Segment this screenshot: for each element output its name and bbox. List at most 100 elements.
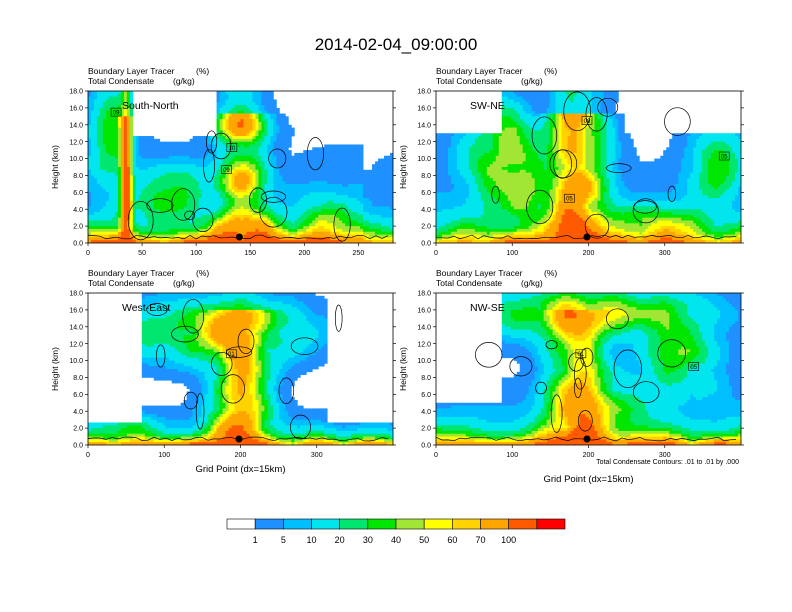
x-tick-label: 300 [311, 452, 323, 459]
x-tick-label: 100 [506, 452, 518, 459]
subtitle-condensate-unit: (g/kg) [173, 278, 195, 288]
y-tick-label: 12.0 [69, 139, 83, 146]
y-tick-label: 12.0 [69, 341, 83, 348]
tracer-field [88, 91, 393, 243]
y-tick-label: 10.0 [69, 358, 83, 365]
y-tick-label: 2.0 [73, 224, 83, 231]
x-tick-label: 100 [506, 250, 518, 257]
condensate-contours [436, 91, 737, 240]
contour-label-box [564, 193, 575, 203]
condensate-contours [88, 298, 389, 442]
y-tick-label: 18.0 [417, 291, 431, 298]
subtitle-condensate: Total Condensate [88, 76, 154, 86]
location-marker [235, 435, 243, 443]
colorbar-label: 20 [335, 535, 345, 545]
x-tick-label: 100 [190, 250, 202, 257]
y-tick-label: 0.0 [421, 443, 431, 450]
location-marker [583, 435, 591, 443]
contour-label: 05 [721, 154, 728, 160]
y-tick-label: 16.0 [69, 105, 83, 112]
colorbar-label: 50 [419, 535, 429, 545]
y-tick-label: 10.0 [69, 156, 83, 163]
y-tick-label: 2.0 [421, 426, 431, 433]
y-tick-label: 16.0 [417, 105, 431, 112]
subtitle-tracer: Boundary Layer Tracer [88, 268, 175, 278]
colorbar-label: 1 [253, 535, 258, 545]
colorbar-swatch [452, 518, 481, 530]
panel-west-east: Boundary Layer Tracer (%) Total Condensate… [50, 268, 396, 475]
tracer-field [436, 293, 741, 445]
subtitle-condensate: Total Condensate [436, 278, 502, 288]
y-tick-label: 6.0 [421, 190, 431, 197]
colorbar-label: 100 [501, 535, 516, 545]
x-tick-label: 200 [583, 250, 595, 257]
subtitle-tracer-unit: (%) [196, 66, 209, 76]
y-tick-label: 16.0 [69, 307, 83, 314]
y-tick-label: 4.0 [73, 207, 83, 214]
subtitle-condensate-unit: (g/kg) [521, 278, 543, 288]
contour-label: 01 [578, 352, 585, 358]
subtitle-tracer: Boundary Layer Tracer [436, 268, 523, 278]
y-tick-label: 8.0 [421, 173, 431, 180]
subtitle-tracer-unit: (%) [544, 268, 557, 278]
y-tick-label: 18.0 [417, 89, 431, 96]
colorbar-swatch [283, 518, 312, 530]
x-tick-label: 100 [158, 452, 170, 459]
x-tick-label: 200 [583, 452, 595, 459]
panel-label: West-East [122, 302, 170, 314]
subtitle-condensate-unit: (g/kg) [521, 76, 543, 86]
x-tick-label: 0 [86, 250, 90, 257]
y-tick-label: 8.0 [73, 375, 83, 382]
colorbar-swatch [254, 518, 284, 530]
x-tick-label: 0 [434, 452, 438, 459]
subtitle-condensate: Total Condensate [436, 76, 502, 86]
x-axis-label: Grid Point (dx=15km) [195, 464, 285, 475]
y-tick-label: 10.0 [417, 156, 431, 163]
colorbar-swatch [508, 518, 538, 530]
subtitle-tracer-unit: (%) [544, 66, 557, 76]
x-tick-label: 0 [434, 250, 438, 257]
panel-label: NW-SE [470, 302, 505, 314]
y-tick-label: 8.0 [73, 173, 83, 180]
x-tick-label: 200 [298, 250, 310, 257]
contour-label: 05 [690, 365, 697, 371]
colorbar-swatch [367, 518, 397, 530]
contour-label: 05 [566, 197, 573, 203]
y-axis-label: Height (km) [50, 347, 60, 391]
colorbar-label: 30 [363, 535, 373, 545]
y-tick-label: 14.0 [417, 122, 431, 129]
condensate-contours [88, 130, 389, 242]
footnote: Total Condensate Contours: .01 to .01 by… [596, 459, 739, 466]
colorbar-swatch [395, 518, 425, 530]
y-tick-label: 14.0 [417, 324, 431, 331]
x-tick-label: 250 [353, 250, 365, 257]
y-axis-label: Height (km) [50, 145, 60, 189]
y-tick-label: 4.0 [421, 409, 431, 416]
panel-south-north: Boundary Layer Tracer (%) Total Condensate… [50, 66, 396, 257]
y-tick-label: 4.0 [421, 207, 431, 214]
colorbar-swatch [311, 518, 340, 530]
y-tick-label: 4.0 [73, 409, 83, 416]
panel-nw-se: Boundary Layer Tracer (%) Total Condensate… [398, 268, 744, 485]
x-tick-label: 300 [659, 250, 671, 257]
colorbar-label: 5 [281, 535, 286, 545]
panel-label: SW-NE [470, 100, 505, 112]
tracer-field [88, 293, 393, 445]
colorbar-label: 60 [447, 535, 457, 545]
colorbar-label: 70 [475, 535, 485, 545]
y-tick-label: 6.0 [73, 190, 83, 197]
contour-label-box [581, 116, 593, 125]
tracer-field [436, 91, 741, 243]
contour-label-box [110, 107, 122, 117]
contour-label-box [226, 143, 238, 152]
colorbar-label: 10 [306, 535, 316, 545]
figure-title: 2014-02-04_09:00:00 [315, 35, 478, 54]
x-tick-label: 0 [86, 452, 90, 459]
y-tick-label: 18.0 [69, 291, 83, 298]
contour-label: 01 [228, 352, 235, 358]
contour-label-box [575, 349, 587, 359]
y-tick-label: 6.0 [73, 392, 83, 399]
panels: Boundary Layer Tracer (%) Total Condensate… [50, 66, 744, 485]
colorbar-label: 40 [391, 535, 401, 545]
